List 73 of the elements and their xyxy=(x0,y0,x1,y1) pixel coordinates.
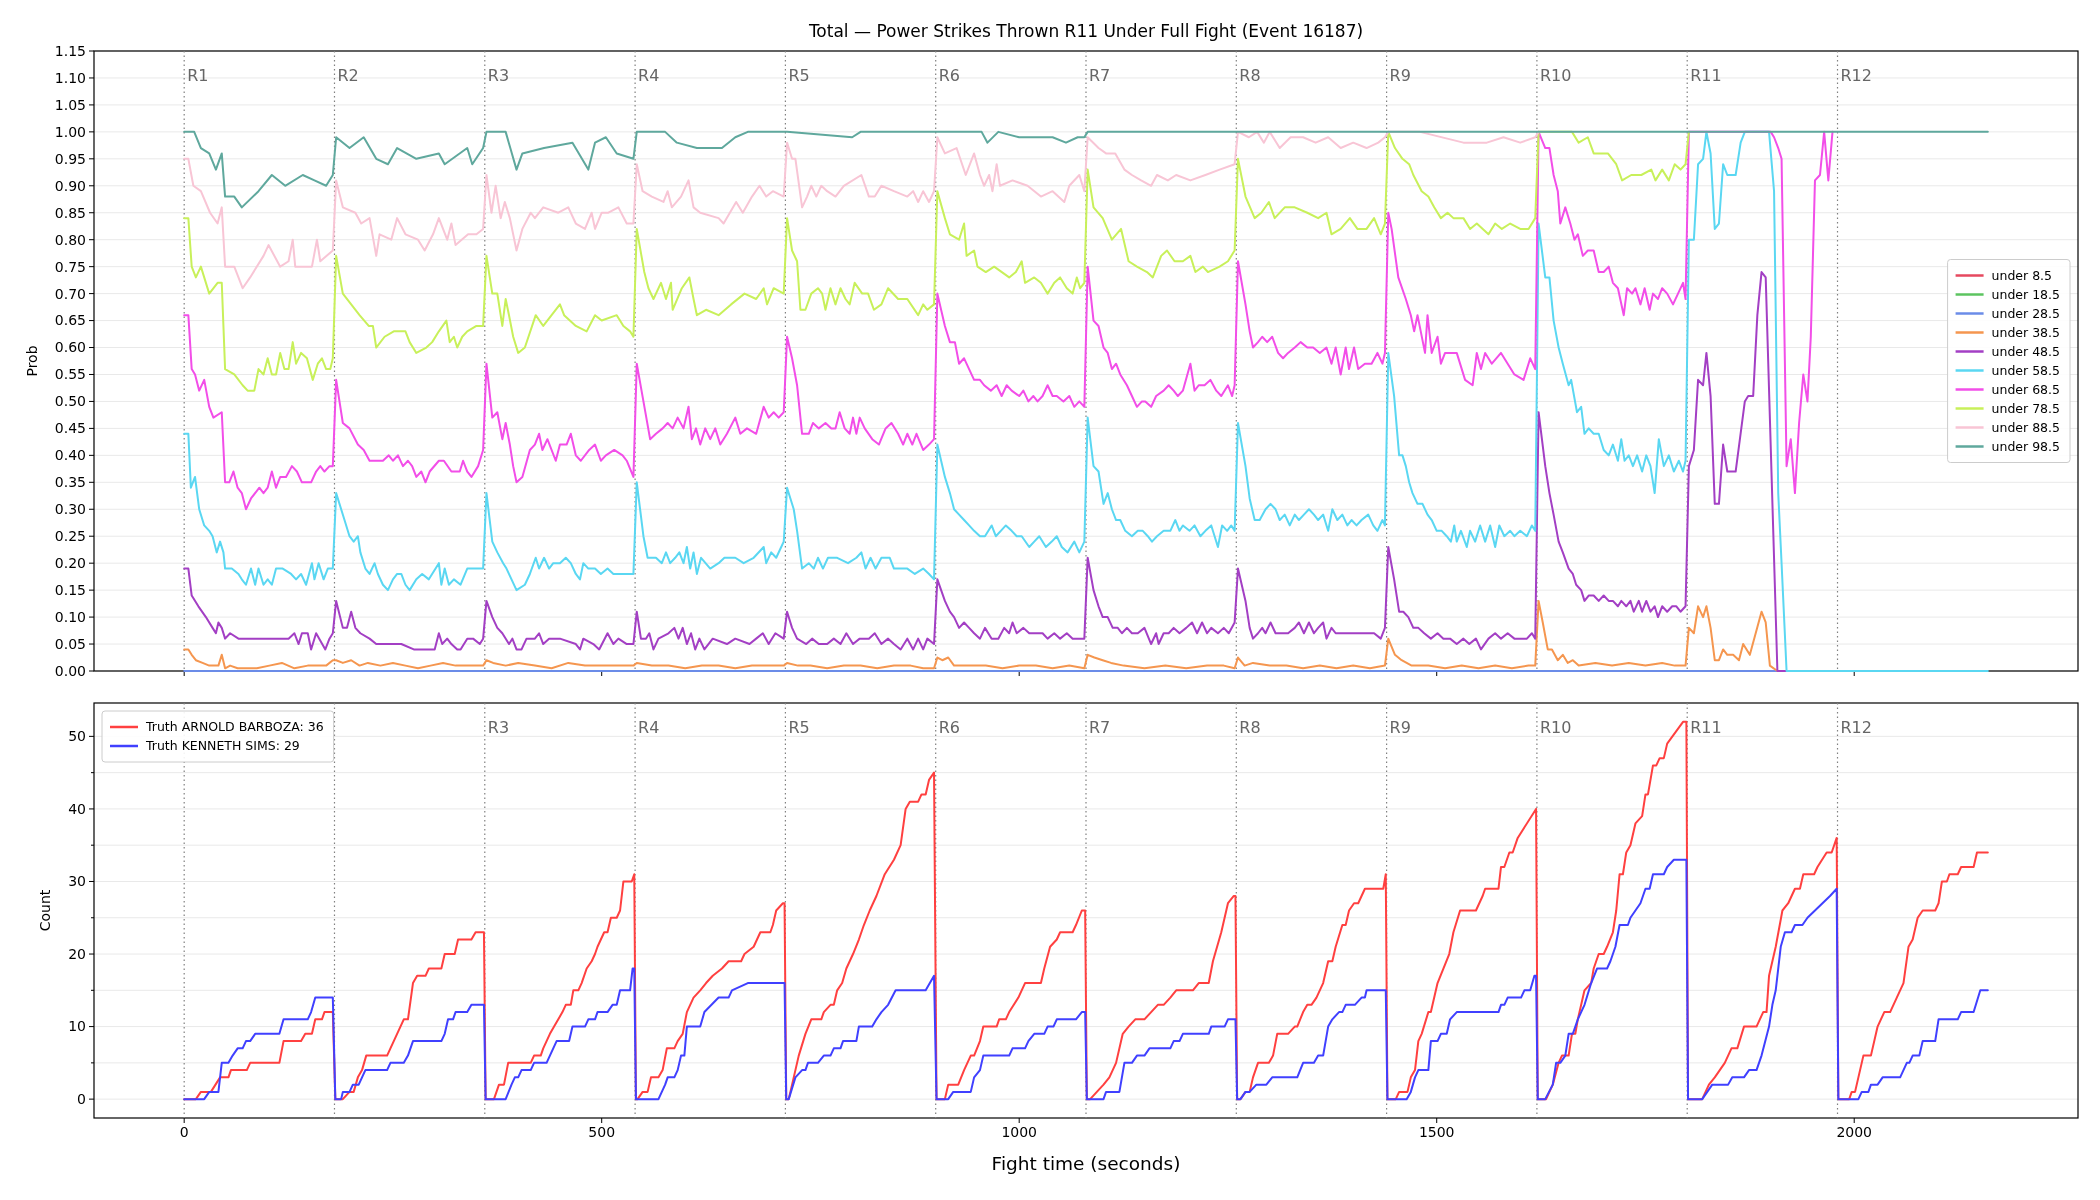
legend-label: under 88.5 xyxy=(1991,419,2061,435)
ref-line-label: R6 xyxy=(938,718,960,737)
y-tick-label: 1.00 xyxy=(54,123,86,140)
y-tick-label: 0.50 xyxy=(54,393,86,410)
legend-label: under 48.5 xyxy=(1991,343,2061,359)
ref-line-label: R9 xyxy=(1389,66,1411,85)
ref-line-label: R8 xyxy=(1239,66,1261,85)
ref-line-label: R4 xyxy=(638,66,660,85)
legend-label: under 18.5 xyxy=(1991,286,2061,302)
y-tick-label: 0.90 xyxy=(54,177,86,194)
ref-line-label: R5 xyxy=(788,718,810,737)
ref-line-label: R8 xyxy=(1239,718,1261,737)
ref-line-label: R3 xyxy=(487,718,510,737)
y-tick-label: 40 xyxy=(68,800,86,817)
y-tick-label: 0.15 xyxy=(54,582,86,599)
ref-line-label: R11 xyxy=(1690,718,1722,737)
ref-line-label: R10 xyxy=(1539,66,1572,85)
ref-line-label: R10 xyxy=(1539,718,1572,737)
y-tick-label: 0.40 xyxy=(54,447,86,464)
y-tick-label: 0.35 xyxy=(54,474,86,491)
x-tick-label: 500 xyxy=(588,1124,616,1141)
ref-line-label: R4 xyxy=(638,718,660,737)
ref-line-label: R11 xyxy=(1690,66,1722,85)
y-tick-label: 0.45 xyxy=(54,420,86,437)
y-tick-label: 50 xyxy=(68,728,86,745)
legend-label: under 98.5 xyxy=(1991,438,2061,454)
chart-title: Total — Power Strikes Thrown R11 Under Full Fight (Event 16187) xyxy=(807,21,1364,41)
legend-label: Truth KENNETH SIMS: 29 xyxy=(145,738,300,754)
legend-label: under 28.5 xyxy=(1991,305,2061,321)
y-tick-label: 10 xyxy=(68,1018,86,1035)
legend-label: under 8.5 xyxy=(1991,267,2053,283)
y-tick-label: 20 xyxy=(68,945,86,962)
legend-label: under 58.5 xyxy=(1991,362,2061,378)
y-tick-label: 0.20 xyxy=(54,555,86,572)
ref-line-label: R12 xyxy=(1840,66,1872,85)
y-tick-label: 0.55 xyxy=(54,366,86,383)
ref-line-label: R2 xyxy=(337,66,359,85)
y-tick-label: 1.15 xyxy=(54,42,86,59)
y-tick-label: 0.30 xyxy=(54,501,86,518)
y-tick-label: 0.25 xyxy=(54,528,86,545)
x-tick-label: 0 xyxy=(179,1124,189,1141)
ref-line-label: R6 xyxy=(938,66,960,85)
x-tick-label: 1000 xyxy=(1001,1124,1038,1141)
ref-line-label: R9 xyxy=(1389,718,1411,737)
y-tick-label: 0.70 xyxy=(54,285,86,302)
y-tick-label: 0.95 xyxy=(54,150,86,167)
y-tick-label: 1.10 xyxy=(54,69,86,86)
y-tick-label: 1.05 xyxy=(54,96,86,113)
x-tick-label: 1500 xyxy=(1418,1124,1455,1141)
y-tick-label: 30 xyxy=(68,873,86,890)
y-tick-label: 0.75 xyxy=(54,258,86,275)
ref-line-label: R12 xyxy=(1840,718,1872,737)
legend-label: under 38.5 xyxy=(1991,324,2061,340)
legend-label: under 78.5 xyxy=(1991,400,2061,416)
y-tick-label: 0.80 xyxy=(54,231,86,248)
ref-line-label: R7 xyxy=(1089,718,1111,737)
legend-label: Truth ARNOLD BARBOZA: 36 xyxy=(145,719,324,735)
y-tick-label: 0.00 xyxy=(54,662,86,679)
y-tick-label: 0 xyxy=(77,1091,86,1108)
ref-line-label: R7 xyxy=(1089,66,1111,85)
y-tick-label: 0.65 xyxy=(54,312,86,329)
y-axis-title: Prob xyxy=(23,345,40,377)
ref-line-label: R3 xyxy=(487,66,510,85)
legend-label: under 68.5 xyxy=(1991,381,2061,397)
ref-line-label: R5 xyxy=(788,66,810,85)
ref-line-label: R1 xyxy=(187,66,209,85)
y-tick-label: 0.10 xyxy=(54,608,86,625)
x-axis-title: Fight time (seconds) xyxy=(991,1153,1181,1174)
y-tick-label: 0.05 xyxy=(54,635,86,652)
y-axis-title: Count xyxy=(37,889,54,932)
y-tick-label: 0.85 xyxy=(54,204,86,221)
y-tick-label: 0.60 xyxy=(54,339,86,356)
x-tick-label: 2000 xyxy=(1836,1124,1873,1141)
